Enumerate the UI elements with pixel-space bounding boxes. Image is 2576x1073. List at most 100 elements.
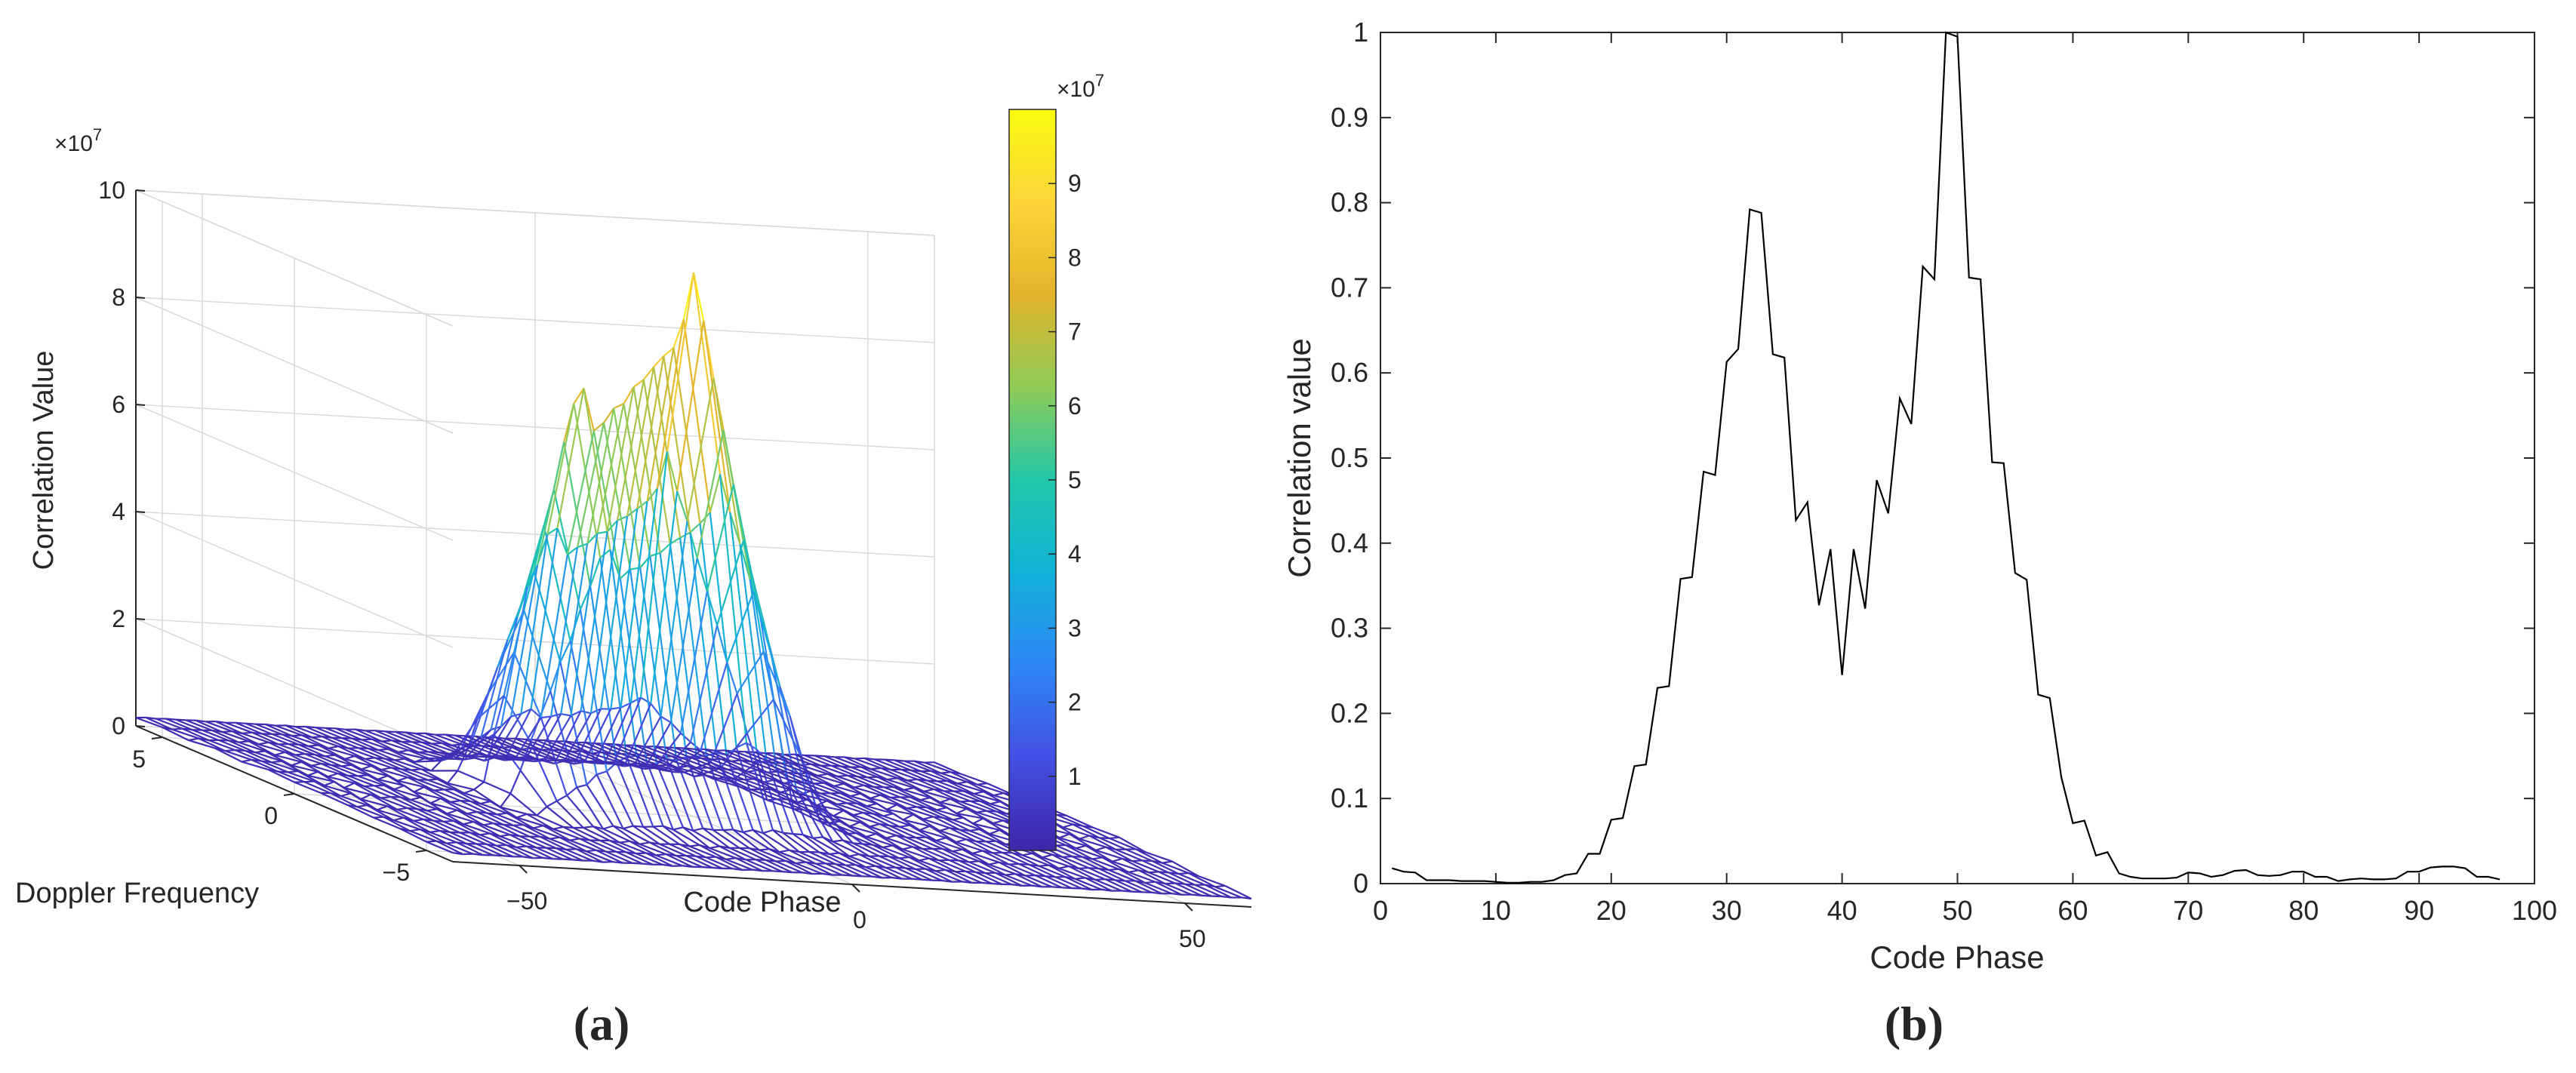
mesh-line-y — [245, 749, 272, 764]
y-tick-label: 1 — [1353, 17, 1368, 48]
mesh-line-x — [533, 825, 544, 829]
mesh-line-x — [500, 792, 512, 808]
mesh-line-y — [437, 778, 465, 795]
mesh-line-y — [813, 811, 841, 822]
mesh-line-y — [920, 770, 948, 782]
mesh-line-y — [824, 755, 851, 768]
mesh-line-y — [258, 743, 285, 753]
mesh-line-y — [288, 771, 315, 782]
mesh-line-y — [1168, 872, 1196, 886]
mesh-line-y — [722, 429, 751, 580]
mesh-line-y — [531, 747, 559, 761]
mesh-line-y — [632, 825, 660, 845]
mesh-line-y — [1025, 875, 1052, 888]
mesh-line-y — [533, 570, 562, 663]
mesh-line-y — [760, 789, 788, 801]
mesh-line-y — [509, 792, 538, 816]
mesh-line-y — [777, 770, 805, 784]
mesh-line-y — [646, 347, 675, 502]
mesh-line-y — [330, 792, 358, 808]
mesh-line-y — [165, 718, 193, 731]
mesh-line-y — [485, 736, 512, 749]
mesh-line-y — [300, 761, 328, 778]
mesh-line-y — [1032, 853, 1060, 869]
mesh-line-x — [646, 487, 658, 503]
mesh-line-y — [241, 761, 269, 770]
mesh-line-y — [358, 747, 386, 760]
mesh-line-y — [873, 813, 900, 828]
mesh-line-y — [802, 834, 830, 855]
mesh-line-y — [506, 844, 534, 859]
mesh-line-x — [483, 734, 495, 782]
mesh-line-y — [1165, 883, 1193, 896]
mesh-line-y — [414, 760, 442, 763]
mesh-line-y — [866, 835, 894, 847]
mesh-line-x — [593, 422, 605, 432]
mesh-line-y — [713, 778, 741, 789]
mesh-line-y — [1131, 860, 1159, 873]
mesh-line-x — [850, 792, 861, 798]
mesh-line-y — [483, 781, 511, 795]
mesh-line-x — [663, 346, 675, 357]
y-tick-label: 0.4 — [1331, 527, 1368, 558]
mesh-line-y — [413, 819, 441, 832]
mesh-line-y — [654, 746, 682, 759]
mesh-line-y — [615, 850, 643, 865]
mesh-line-y — [652, 826, 680, 845]
mesh-line-y — [381, 740, 409, 752]
mesh-line-y — [303, 781, 331, 795]
mesh-line-y — [1079, 838, 1106, 848]
y-axis-label: Correlation value — [1282, 338, 1317, 578]
mesh-line-y — [566, 795, 594, 828]
mesh-line-y — [757, 769, 785, 784]
mesh-line-y — [469, 800, 497, 816]
x-tick-label: 20 — [1596, 895, 1627, 926]
mesh-line-y — [759, 614, 787, 777]
mesh-line-y — [311, 764, 338, 775]
mesh-line-y — [1091, 858, 1119, 870]
mesh-line-y — [943, 816, 971, 832]
colorbar-tick-label: 8 — [1068, 244, 1082, 271]
mesh-line-y — [175, 718, 203, 731]
mesh-line-y — [1048, 864, 1076, 880]
mesh-line-y — [761, 761, 788, 773]
mesh-line-y — [1105, 846, 1133, 862]
mesh-line-x — [630, 696, 642, 704]
mesh-line-y — [975, 840, 1003, 854]
mesh-line-y — [980, 800, 1008, 815]
z-axis-exponent: ×107 — [54, 125, 102, 156]
mesh-line-y — [1104, 878, 1132, 893]
mesh-line-x — [709, 474, 722, 513]
mesh-line-y — [786, 798, 814, 813]
mesh-line-y — [552, 489, 581, 610]
mesh-line-y — [1119, 836, 1146, 853]
mesh-line-y — [985, 841, 1013, 854]
mesh-line-x — [393, 816, 404, 822]
mesh-line-y — [695, 855, 723, 869]
mesh-line-y — [571, 751, 599, 762]
mesh-line-y — [556, 800, 584, 829]
mesh-line-y — [893, 786, 921, 801]
mesh-line-y — [1134, 880, 1162, 895]
mesh-line-x — [596, 770, 608, 776]
mesh-line-y — [414, 732, 442, 744]
mesh-line-y — [636, 355, 665, 509]
mesh-line-y — [742, 831, 770, 850]
mesh-line-y — [512, 824, 540, 838]
mesh-line-x — [552, 826, 564, 830]
mesh-line-x — [752, 591, 765, 652]
mesh-line-y — [463, 792, 491, 803]
mesh-line-y — [541, 749, 568, 761]
mesh-line-x — [1076, 844, 1086, 850]
mesh-line-y — [410, 798, 438, 810]
mesh-line-y — [779, 851, 806, 863]
mesh-line-y — [1064, 876, 1092, 891]
mesh-line-y — [453, 819, 481, 836]
mesh-line-y — [696, 429, 725, 558]
mesh-line-y — [451, 744, 479, 755]
mesh-line-y — [592, 826, 620, 844]
z-tick-mark — [135, 725, 146, 727]
z-tick-label: 8 — [112, 284, 125, 311]
mesh-line-y — [697, 767, 725, 779]
colorbar: 1 2 3 4 5 6 7 8 9 ×107 — [1008, 71, 1104, 851]
